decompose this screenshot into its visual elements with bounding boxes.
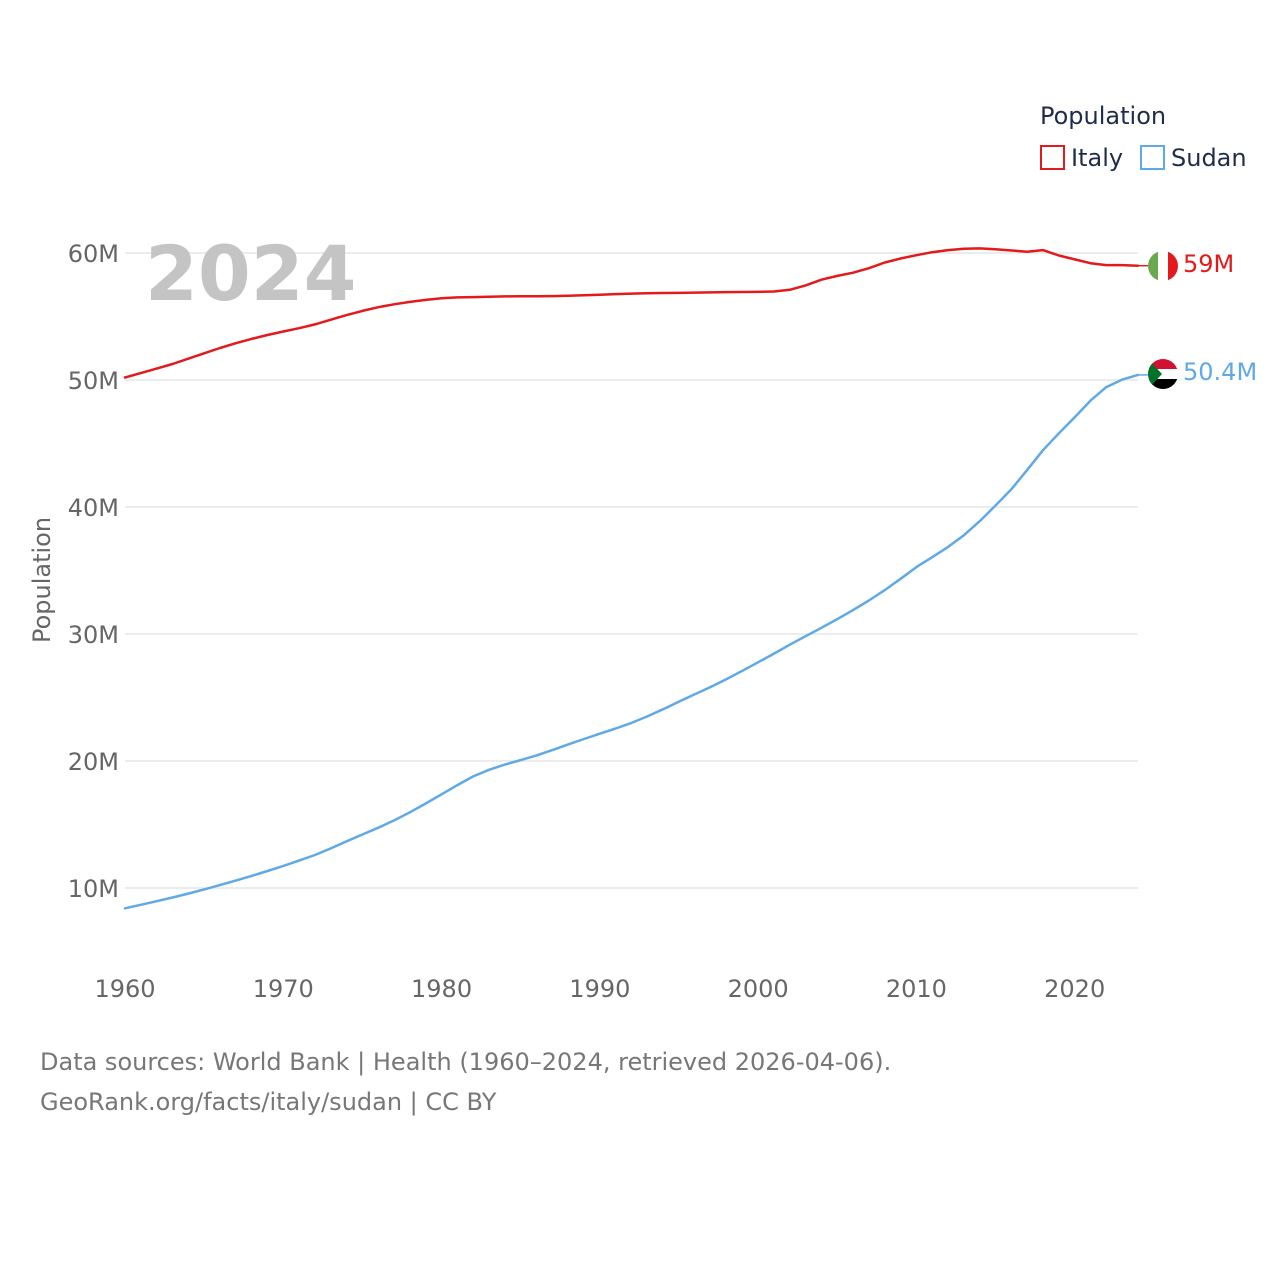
legend-label-italy: Italy bbox=[1071, 144, 1123, 172]
y-axis-ticks: 10M 20M 30M 40M 50M 60M bbox=[68, 240, 119, 903]
legend-label-sudan: Sudan bbox=[1171, 144, 1247, 172]
y-tick-label: 10M bbox=[68, 875, 119, 903]
legend: Population Italy Sudan bbox=[1040, 102, 1247, 172]
legend-item-italy[interactable]: Italy bbox=[1040, 144, 1123, 172]
x-tick-label: 2020 bbox=[1044, 975, 1105, 1003]
series-lines bbox=[123, 247, 1148, 910]
x-axis-ticks: 1960 1970 1980 1990 2000 2010 2020 bbox=[94, 975, 1105, 1003]
y-tick-label: 20M bbox=[68, 748, 119, 776]
footer: Data sources: World Bank | Health (1960–… bbox=[40, 1042, 891, 1122]
legend-swatch-sudan bbox=[1140, 145, 1165, 170]
sudan-series-line[interactable] bbox=[123, 373, 1140, 910]
data-sources-text: Data sources: World Bank | Health (1960–… bbox=[40, 1048, 892, 1076]
legend-title: Population bbox=[1040, 102, 1166, 130]
legend-item-sudan[interactable]: Sudan bbox=[1140, 144, 1247, 172]
y-axis-title: Population bbox=[28, 517, 56, 643]
sudan-flag-icon bbox=[1148, 359, 1178, 389]
y-tick-label: 30M bbox=[68, 621, 119, 649]
y-tick-label: 40M bbox=[68, 494, 119, 522]
sudan-end-label: 50.4M bbox=[1183, 358, 1257, 386]
italy-series-line[interactable] bbox=[123, 247, 1140, 379]
x-tick-label: 1970 bbox=[253, 975, 314, 1003]
legend-swatch-italy bbox=[1040, 145, 1065, 170]
gridlines bbox=[125, 252, 1138, 889]
x-tick-label: 2000 bbox=[728, 975, 789, 1003]
italy-flag-icon bbox=[1148, 251, 1178, 281]
population-line-chart: 10M 20M 30M 40M 50M 60M 1960 1970 1980 1990 2000 2… bbox=[28, 102, 1257, 1003]
y-tick-label: 60M bbox=[68, 240, 119, 268]
italy-end-label: 59M bbox=[1183, 250, 1234, 278]
x-tick-label: 2010 bbox=[886, 975, 947, 1003]
x-tick-label: 1980 bbox=[411, 975, 472, 1003]
x-tick-label: 1990 bbox=[569, 975, 630, 1003]
year-watermark: 2024 bbox=[145, 229, 357, 318]
x-tick-label: 1960 bbox=[94, 975, 155, 1003]
source-url-text: GeoRank.org/facts/italy/sudan | CC BY bbox=[40, 1088, 497, 1116]
y-tick-label: 50M bbox=[68, 367, 119, 395]
